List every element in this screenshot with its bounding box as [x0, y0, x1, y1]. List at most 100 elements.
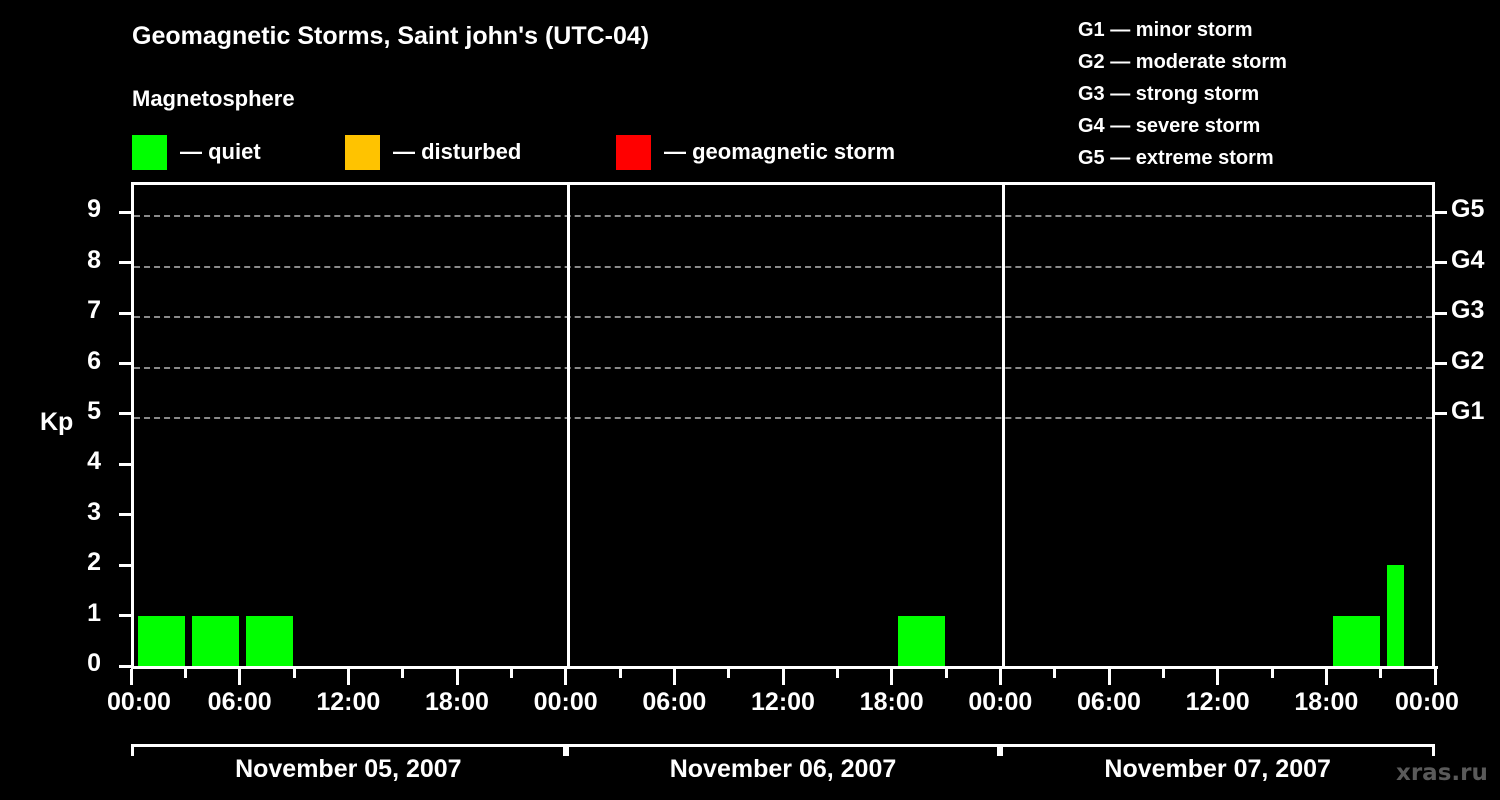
legend-label-quiet: — quiet	[180, 139, 261, 164]
y-tick-label: 0	[87, 649, 101, 677]
kp-bar	[137, 615, 185, 666]
day-bracket	[131, 744, 566, 756]
storm-scale-item: G5 — extreme storm	[1078, 147, 1274, 169]
gridline	[134, 265, 1432, 268]
x-tick-mark-minor	[183, 669, 187, 678]
gridline	[134, 416, 1432, 419]
x-tick-mark-minor	[1161, 669, 1165, 678]
x-tick-label: 00:00	[1395, 688, 1459, 716]
day-separator	[1001, 185, 1005, 666]
day-bracket	[565, 744, 1001, 756]
x-tick-mark-minor	[292, 669, 296, 678]
y-tick-label: 5	[87, 396, 101, 425]
x-tick-mark-major	[1107, 669, 1111, 685]
x-tick-label: 18:00	[1294, 688, 1359, 716]
x-tick-mark-major	[1433, 669, 1437, 685]
storm-scale-item: G1 — minor storm	[1078, 19, 1253, 41]
x-tick-mark-major	[238, 669, 242, 685]
magnetosphere-heading: Magnetosphere	[132, 86, 295, 111]
g-tick-label: G5	[1451, 195, 1485, 224]
y-tick-label: 1	[87, 598, 101, 627]
x-tick-mark-major	[1216, 669, 1220, 685]
y-tick-mark	[119, 614, 131, 618]
y-tick-mark	[119, 311, 131, 315]
g-tick-mark	[1435, 210, 1447, 214]
kp-bar	[1387, 565, 1404, 666]
day-label: November 05, 2007	[235, 755, 462, 783]
y-tick-mark	[119, 664, 131, 668]
x-tick-label: 12:00	[1185, 688, 1250, 716]
g-tick-label: G2	[1451, 346, 1485, 375]
plot-area	[131, 182, 1435, 666]
x-tick-mark-major	[129, 669, 133, 685]
x-tick-label: 00:00	[107, 688, 171, 716]
gridline	[134, 316, 1432, 319]
g-tick-label: G3	[1451, 296, 1485, 325]
legend-item-quiet: — quiet	[132, 133, 261, 171]
plot-inner	[134, 185, 1432, 666]
legend-swatch-disturbed	[345, 134, 380, 170]
legend-item-disturbed: — disturbed	[345, 133, 521, 171]
gridline	[134, 366, 1432, 369]
x-tick-mark-major	[998, 669, 1002, 685]
x-tick-mark-major	[1324, 669, 1328, 685]
x-tick-label: 12:00	[316, 688, 381, 716]
y-tick-mark	[119, 462, 131, 466]
x-tick-mark-minor	[509, 669, 513, 678]
y-tick-label: 9	[87, 195, 101, 224]
x-tick-label: 00:00	[968, 688, 1033, 716]
storm-scale-item: G2 — moderate storm	[1078, 51, 1287, 73]
storm-scale-legend: G1 — minor storm G2 — moderate storm G3 …	[1078, 14, 1287, 174]
y-tick-label: 2	[87, 548, 101, 577]
x-tick-label: 12:00	[751, 688, 815, 716]
x-tick-mark-minor	[618, 669, 622, 678]
y-axis-title: Kp	[40, 408, 74, 436]
day-label: November 06, 2007	[669, 755, 897, 783]
x-tick-mark-major	[564, 669, 568, 685]
x-tick-label: 18:00	[859, 688, 924, 716]
legend-label-geomagnetic-storm: — geomagnetic storm	[664, 139, 896, 164]
x-tick-mark-minor	[1379, 669, 1383, 678]
day-label: November 07, 2007	[1104, 755, 1331, 783]
y-tick-label: 3	[87, 497, 101, 526]
y-tick-mark	[119, 412, 131, 416]
legend-swatch-quiet	[132, 134, 167, 170]
kp-bar	[1333, 615, 1380, 666]
kp-bar	[898, 615, 946, 666]
gridline	[134, 215, 1432, 218]
y-tick-mark	[119, 261, 131, 265]
page-title: Geomagnetic Storms, Saint john's (UTC-04…	[132, 22, 650, 50]
x-tick-mark-minor	[1270, 669, 1274, 678]
g-tick-mark	[1435, 362, 1447, 365]
x-tick-mark-major	[781, 669, 785, 685]
x-tick-mark-major	[890, 669, 894, 685]
x-tick-mark-minor	[944, 669, 948, 678]
kp-bar	[192, 615, 239, 666]
g-tick-label: G4	[1451, 245, 1485, 274]
watermark: xras.ru	[1396, 760, 1488, 786]
x-tick-label: 06:00	[1077, 688, 1141, 716]
storm-scale-item: G3 — strong storm	[1078, 83, 1260, 105]
kp-bar	[246, 615, 294, 666]
y-tick-mark	[119, 513, 131, 517]
y-tick-label: 6	[87, 346, 101, 375]
y-tick-mark	[119, 563, 131, 567]
day-separator	[567, 185, 571, 666]
x-tick-mark-minor	[727, 669, 731, 678]
x-tick-label: 00:00	[533, 688, 598, 716]
g-tick-label: G1	[1451, 396, 1485, 425]
y-tick-label: 4	[87, 447, 101, 476]
storm-scale-item: G4 — severe storm	[1078, 115, 1261, 137]
x-tick-label: 06:00	[207, 688, 272, 716]
y-tick-mark	[119, 210, 131, 214]
x-tick-label: 06:00	[642, 688, 707, 716]
day-bracket	[1000, 744, 1435, 756]
g-tick-mark	[1435, 261, 1447, 265]
y-tick-label: 8	[87, 245, 101, 274]
g-tick-mark	[1435, 311, 1447, 315]
legend-swatch-geomagnetic-storm	[616, 134, 651, 170]
legend-item-geomagnetic-storm: — geomagnetic storm	[616, 133, 895, 171]
x-tick-mark-major	[672, 669, 676, 685]
legend-label-disturbed: — disturbed	[393, 139, 522, 164]
